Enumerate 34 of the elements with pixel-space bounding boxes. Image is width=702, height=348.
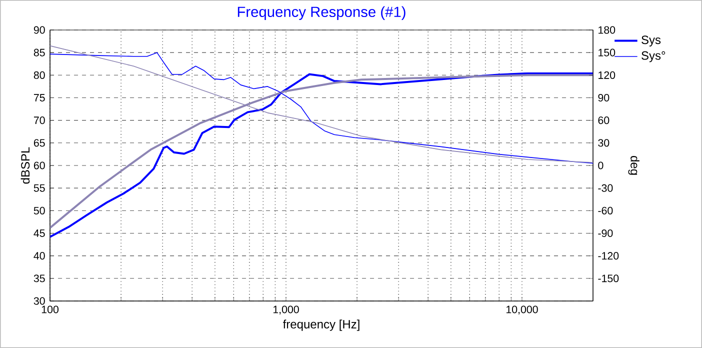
y2-tick-label: 180: [598, 26, 616, 34]
y-axis-title: dBSPL: [20, 147, 30, 184]
y2-tick-label: 30: [598, 139, 610, 147]
y-tick-label: 90: [34, 26, 45, 34]
y-tick-label: 30: [34, 297, 45, 305]
y2-tick-label: 90: [598, 94, 610, 102]
y-tick-label: 65: [34, 139, 45, 147]
y-tick-label: 35: [34, 274, 45, 282]
y-tick-label: 50: [34, 206, 45, 214]
y2-axis-title: deg: [628, 156, 640, 175]
y2-tick-label: -30: [598, 184, 613, 192]
y2-tick-label: 0: [598, 162, 604, 170]
chart-title: Frequency Response (#1): [238, 6, 406, 20]
y2-tick-label: -90: [598, 229, 613, 238]
legend-label: Sys: [642, 36, 661, 46]
y-tick-label: 75: [34, 94, 45, 102]
x-axis-title: frequency [Hz]: [283, 320, 360, 331]
y-tick-label: 60: [34, 162, 45, 170]
y2-tick-label: -150: [598, 274, 619, 282]
y2-tick-label: 60: [598, 116, 610, 124]
x-tick-label: 1,000: [273, 306, 299, 315]
y2-tick-label: -60: [598, 206, 613, 214]
x-tick-label: 100: [42, 306, 58, 314]
y-tick-label: 40: [34, 252, 45, 260]
y2-tick-label: -120: [598, 252, 619, 260]
x-tick-label: 10,000: [506, 306, 538, 315]
y-tick-label: 80: [34, 71, 45, 79]
y-tick-label: 55: [34, 184, 45, 192]
y2-tick-label: 150: [598, 48, 616, 56]
y-tick-label: 45: [34, 230, 45, 237]
legend-label: Sys°: [642, 51, 666, 62]
y-tick-label: 70: [34, 116, 45, 124]
y2-tick-label: 120: [598, 71, 616, 79]
y-tick-label: 85: [34, 48, 45, 56]
